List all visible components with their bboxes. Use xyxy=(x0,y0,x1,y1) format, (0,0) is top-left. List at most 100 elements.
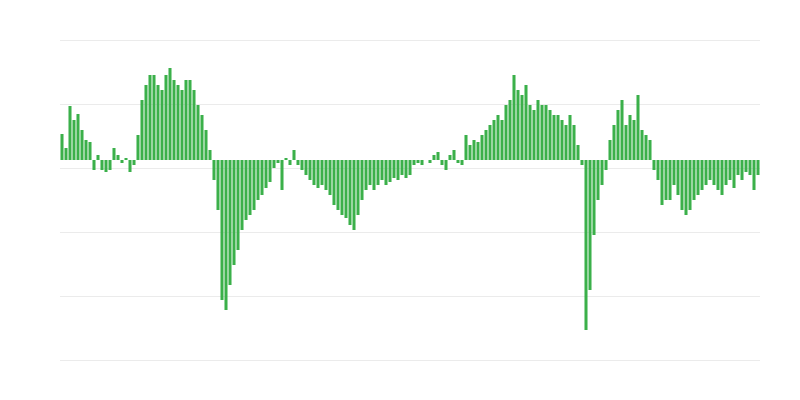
bar xyxy=(204,130,208,160)
bar xyxy=(484,130,488,160)
bar xyxy=(472,140,476,160)
bar xyxy=(400,160,404,175)
bar xyxy=(436,152,440,160)
bar xyxy=(320,160,324,185)
bar xyxy=(672,160,676,185)
bar xyxy=(528,105,532,160)
bar xyxy=(172,80,176,160)
bar xyxy=(104,160,108,172)
bar xyxy=(700,160,704,190)
bar xyxy=(136,135,140,160)
bar xyxy=(620,100,624,160)
bar xyxy=(80,130,84,160)
bar xyxy=(612,125,616,160)
bar xyxy=(268,160,272,182)
bar xyxy=(748,160,752,175)
bar xyxy=(524,85,528,160)
bar xyxy=(652,160,656,170)
bar xyxy=(636,95,640,160)
bar xyxy=(224,160,228,310)
bar xyxy=(76,114,80,160)
bar xyxy=(540,105,544,160)
bar xyxy=(448,155,452,160)
bar xyxy=(480,135,484,160)
bar xyxy=(576,145,580,160)
bar xyxy=(260,160,264,195)
bar xyxy=(284,158,288,160)
bar xyxy=(648,140,652,160)
bar xyxy=(208,150,212,160)
bar xyxy=(164,75,168,160)
bar xyxy=(308,160,312,180)
bar xyxy=(588,160,592,290)
bar xyxy=(124,158,128,160)
bar xyxy=(392,160,396,178)
bar xyxy=(144,85,148,160)
bar xyxy=(216,160,220,210)
bar xyxy=(360,160,364,200)
bar xyxy=(440,160,444,165)
bar xyxy=(664,160,668,200)
bar xyxy=(656,160,660,180)
bar xyxy=(272,160,276,168)
bar xyxy=(668,160,672,200)
bar xyxy=(148,75,152,160)
bar xyxy=(508,100,512,160)
bar xyxy=(580,160,584,165)
bar xyxy=(84,140,88,160)
bar xyxy=(112,148,116,160)
bar xyxy=(688,160,692,210)
bar xyxy=(708,160,712,180)
bar xyxy=(120,160,124,163)
bar xyxy=(292,150,296,160)
bar xyxy=(200,115,204,160)
bar xyxy=(140,100,144,160)
bar xyxy=(256,160,260,200)
bar xyxy=(616,110,620,160)
bar xyxy=(720,160,724,195)
bar xyxy=(512,75,516,160)
bar xyxy=(240,160,244,230)
bar xyxy=(68,106,72,160)
bar xyxy=(188,80,192,160)
bar xyxy=(372,160,376,190)
bar xyxy=(252,160,256,210)
bar xyxy=(756,160,760,175)
bar xyxy=(500,120,504,160)
bar xyxy=(468,145,472,160)
bar xyxy=(520,95,524,160)
bar xyxy=(548,110,552,160)
bar xyxy=(536,100,540,160)
bar xyxy=(304,160,308,175)
bar xyxy=(212,160,216,180)
bar xyxy=(420,160,424,165)
bar xyxy=(716,160,720,190)
bar xyxy=(384,160,388,185)
bar xyxy=(552,115,556,160)
bar xyxy=(596,160,600,200)
bar xyxy=(108,160,112,170)
bar xyxy=(488,125,492,160)
bar xyxy=(564,125,568,160)
bar xyxy=(740,160,744,180)
bar xyxy=(184,80,188,160)
bar xyxy=(288,160,292,165)
bar xyxy=(584,160,588,330)
bar xyxy=(344,160,348,218)
bar xyxy=(356,160,360,215)
bar xyxy=(608,140,612,160)
bar xyxy=(152,75,156,160)
bar xyxy=(476,142,480,160)
bar xyxy=(728,160,732,180)
bar xyxy=(236,160,240,250)
bar xyxy=(388,160,392,182)
bar xyxy=(676,160,680,195)
bar xyxy=(64,148,68,160)
bar xyxy=(352,160,356,230)
bar xyxy=(128,160,132,172)
bar xyxy=(244,160,248,220)
bar xyxy=(404,160,408,178)
bar xyxy=(324,160,328,190)
bar xyxy=(248,160,252,215)
